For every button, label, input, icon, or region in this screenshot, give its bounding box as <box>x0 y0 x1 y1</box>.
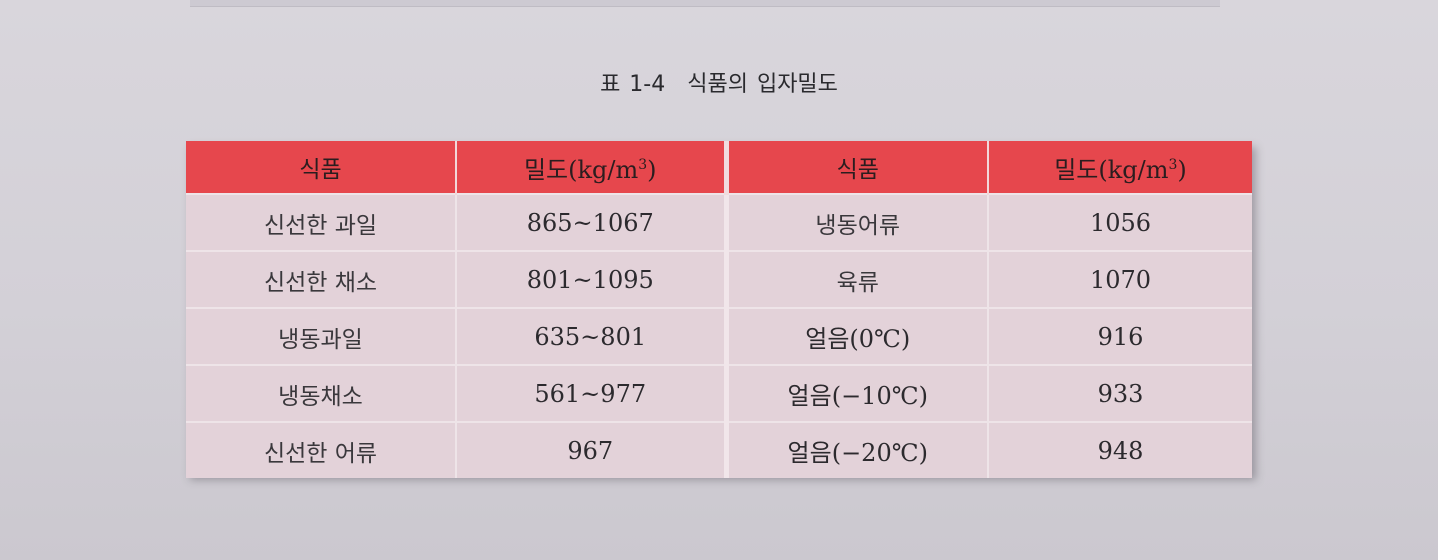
header-density-left: 밀도(kg/m3) <box>456 141 729 194</box>
header-density-right-suffix: ) <box>1177 155 1187 184</box>
caption-title: 식품의 입자밀도 <box>687 72 838 97</box>
cell-food-right: 냉동어류 <box>726 193 989 251</box>
cell-density-right: 1070 <box>988 250 1252 308</box>
cell-food-left: 냉동채소 <box>186 364 457 422</box>
cell-food-right: 육류 <box>726 250 989 308</box>
header-density-right-sup: 3 <box>1168 156 1178 173</box>
table-row: 신선한 채소 801~1095 육류 1070 <box>186 250 1252 308</box>
cell-food-left: 신선한 채소 <box>186 250 457 308</box>
cell-density-left: 967 <box>456 421 729 478</box>
header-density-right-prefix: 밀도(kg/m <box>1054 155 1169 184</box>
table-caption: 표 1-4 식품의 입자밀도 <box>0 66 1438 98</box>
header-density-left-prefix: 밀도(kg/m <box>523 155 639 184</box>
table-row: 신선한 과일 865~1067 냉동어류 1056 <box>186 193 1252 251</box>
cell-density-right: 1056 <box>988 193 1252 251</box>
header-density-left-sup: 3 <box>638 156 648 173</box>
cell-density-left: 561~977 <box>456 364 729 422</box>
table-row: 냉동채소 561~977 얼음(−10℃) 933 <box>186 364 1252 422</box>
cell-food-right: 얼음(−20℃) <box>726 421 989 478</box>
cell-food-left: 냉동과일 <box>186 307 457 365</box>
header-density-right: 밀도(kg/m3) <box>988 141 1252 194</box>
header-food-left: 식품 <box>186 141 457 194</box>
table-row: 신선한 어류 967 얼음(−20℃) 948 <box>186 421 1252 478</box>
cell-density-right: 933 <box>988 364 1252 422</box>
cell-density-right: 916 <box>988 307 1252 365</box>
cell-food-left: 신선한 과일 <box>186 193 457 251</box>
cell-density-left: 865~1067 <box>456 193 729 251</box>
table-row: 냉동과일 635~801 얼음(0℃) 916 <box>186 307 1252 365</box>
caption-label: 표 1-4 <box>600 72 666 97</box>
cell-food-right: 얼음(0℃) <box>726 307 989 365</box>
cell-food-right: 얼음(−10℃) <box>726 364 989 422</box>
table-header-row: 식품 밀도(kg/m3) 식품 밀도(kg/m3) <box>186 141 1252 194</box>
header-food-right: 식품 <box>726 141 989 194</box>
cell-density-left: 635~801 <box>456 307 729 365</box>
density-table-wrapper: 식품 밀도(kg/m3) 식품 밀도(kg/m3) 신선한 과일 865~106… <box>186 141 1252 478</box>
cell-density-right: 948 <box>988 421 1252 478</box>
cell-food-left: 신선한 어류 <box>186 421 457 478</box>
header-density-left-suffix: ) <box>647 155 657 184</box>
cell-density-left: 801~1095 <box>456 250 729 308</box>
density-table: 식품 밀도(kg/m3) 식품 밀도(kg/m3) 신선한 과일 865~106… <box>186 141 1252 478</box>
top-rule <box>190 0 1220 7</box>
